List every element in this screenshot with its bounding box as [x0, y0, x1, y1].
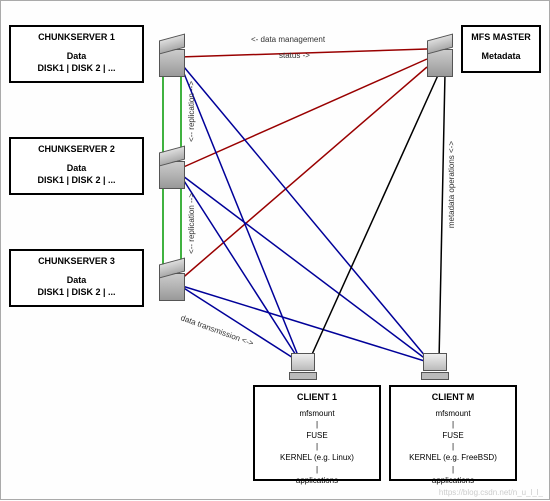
chunkserver-3-sub2: DISK1 | DISK 2 | ...	[13, 286, 140, 299]
client-1-l3: KERNEL (e.g. Linux)	[257, 452, 377, 463]
label-replication-2: <-- replication -->	[187, 193, 196, 254]
chunkserver-3-title: CHUNKSERVER 3	[13, 255, 140, 268]
label-metadata-ops: metadata operations <->	[447, 141, 456, 228]
label-replication-1: <-- replication -->	[187, 81, 196, 142]
client-m-title: CLIENT M	[393, 391, 513, 404]
client-1-title: CLIENT 1	[257, 391, 377, 404]
chunkserver-2-sub1: Data	[13, 162, 140, 175]
chunkserver-box-2: CHUNKSERVER 2 Data DISK1 | DISK 2 | ...	[9, 137, 144, 195]
client-m-icon	[421, 353, 449, 379]
chunkserver-box-3: CHUNKSERVER 3 Data DISK1 | DISK 2 | ...	[9, 249, 144, 307]
master-title: MFS MASTER	[465, 31, 537, 44]
chunkserver-1-icon	[159, 37, 183, 75]
diagram-canvas: CHUNKSERVER 1 Data DISK1 | DISK 2 | ... …	[0, 0, 550, 500]
label-status: status ->	[279, 51, 310, 60]
client-1-icon	[289, 353, 317, 379]
client-m-l4: applications	[393, 475, 513, 486]
client-1-l2: FUSE	[257, 430, 377, 441]
chunkserver-2-title: CHUNKSERVER 2	[13, 143, 140, 156]
client-1-l4: applications	[257, 475, 377, 486]
label-data-mgmt: <- data management	[251, 35, 325, 44]
master-sub: Metadata	[465, 50, 537, 63]
chunkserver-1-sub2: DISK1 | DISK 2 | ...	[13, 62, 140, 75]
watermark: https://blog.csdn.net/n_u_l_l_	[439, 488, 543, 497]
client-m-l3: KERNEL (e.g. FreeBSD)	[393, 452, 513, 463]
client-1-l1: mfsmount	[257, 408, 377, 419]
chunkserver-1-sub1: Data	[13, 50, 140, 63]
master-icon	[427, 37, 451, 75]
chunkserver-2-icon	[159, 149, 183, 187]
chunkserver-3-sub1: Data	[13, 274, 140, 287]
master-box: MFS MASTER Metadata	[461, 25, 541, 73]
chunkserver-3-icon	[159, 261, 183, 299]
client-m-l1: mfsmount	[393, 408, 513, 419]
chunkserver-box-1: CHUNKSERVER 1 Data DISK1 | DISK 2 | ...	[9, 25, 144, 83]
chunkserver-2-sub2: DISK1 | DISK 2 | ...	[13, 174, 140, 187]
chunkserver-1-title: CHUNKSERVER 1	[13, 31, 140, 44]
client-m-l2: FUSE	[393, 430, 513, 441]
label-data-trans: data transmission <->	[179, 313, 254, 348]
client-box-1: CLIENT 1 mfsmount | FUSE | KERNEL (e.g. …	[253, 385, 381, 481]
client-box-m: CLIENT M mfsmount | FUSE | KERNEL (e.g. …	[389, 385, 517, 481]
